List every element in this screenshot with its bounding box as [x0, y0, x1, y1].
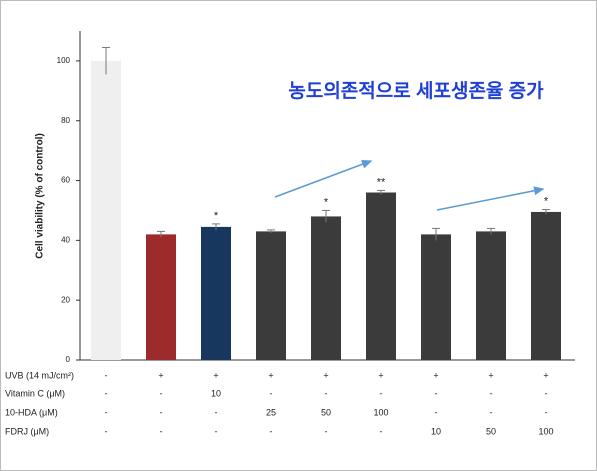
y-tick-label: 60: [61, 176, 70, 185]
annotation: 농도의존적으로 세포생존율 증가: [288, 80, 544, 102]
condition-value: -: [160, 388, 163, 398]
condition-value: +: [378, 370, 383, 380]
condition-value: 50: [321, 407, 331, 417]
condition-value: -: [435, 407, 438, 417]
condition-value: 100: [373, 407, 388, 417]
condition-value: -: [105, 370, 108, 380]
y-axis-label: Cell viability (% of control): [35, 133, 46, 259]
condition-value: -: [270, 426, 273, 436]
bar: [201, 226, 231, 360]
y-tick-label: 0: [66, 355, 71, 364]
condition-value: -: [490, 407, 493, 417]
condition-value: +: [158, 370, 163, 380]
condition-value: -: [380, 388, 383, 398]
condition-value: +: [543, 370, 548, 380]
condition-value: 10: [431, 426, 441, 436]
trend-arrow: [274, 159, 373, 198]
condition-value: -: [105, 407, 108, 417]
significance-label: *: [324, 196, 329, 208]
bar: [531, 211, 561, 360]
trend-arrow: [436, 186, 545, 211]
condition-label: UVB (14 mJ/cm²): [5, 370, 74, 380]
condition-value: -: [325, 426, 328, 436]
condition-value: -: [545, 407, 548, 417]
condition-value: -: [105, 426, 108, 436]
significance-label: **: [377, 176, 386, 188]
condition-value: -: [380, 426, 383, 436]
condition-value: -: [325, 388, 328, 398]
condition-value: 50: [486, 426, 496, 436]
condition-value: -: [270, 388, 273, 398]
condition-value: -: [105, 388, 108, 398]
condition-label: FDRJ (μM): [5, 426, 49, 436]
bar: [421, 234, 451, 360]
bar: [256, 231, 286, 360]
condition-value: +: [433, 370, 438, 380]
bar: [311, 216, 341, 360]
condition-value: -: [435, 388, 438, 398]
bar: [146, 234, 176, 360]
significance-label: *: [544, 195, 549, 207]
condition-value: 25: [266, 407, 276, 417]
y-tick-label: 100: [57, 56, 71, 65]
bar: [91, 60, 121, 361]
y-tick-label: 40: [61, 235, 70, 244]
condition-value: -: [545, 388, 548, 398]
bar: [366, 192, 396, 360]
condition-value: -: [490, 388, 493, 398]
condition-value: -: [215, 426, 218, 436]
condition-value: +: [268, 370, 273, 380]
condition-value: -: [215, 407, 218, 417]
condition-label: Vitamin C (μM): [5, 388, 65, 398]
condition-value: +: [213, 370, 218, 380]
condition-value: 10: [211, 388, 221, 398]
bar: [476, 231, 506, 360]
condition-value: 100: [538, 426, 553, 436]
condition-value: +: [323, 370, 328, 380]
condition-value: +: [488, 370, 493, 380]
condition-value: -: [160, 407, 163, 417]
condition-value: -: [160, 426, 163, 436]
y-tick-label: 80: [61, 116, 70, 125]
significance-label: *: [214, 210, 219, 222]
y-tick-label: 20: [61, 295, 70, 304]
condition-label: 10-HDA (μM): [5, 407, 58, 417]
